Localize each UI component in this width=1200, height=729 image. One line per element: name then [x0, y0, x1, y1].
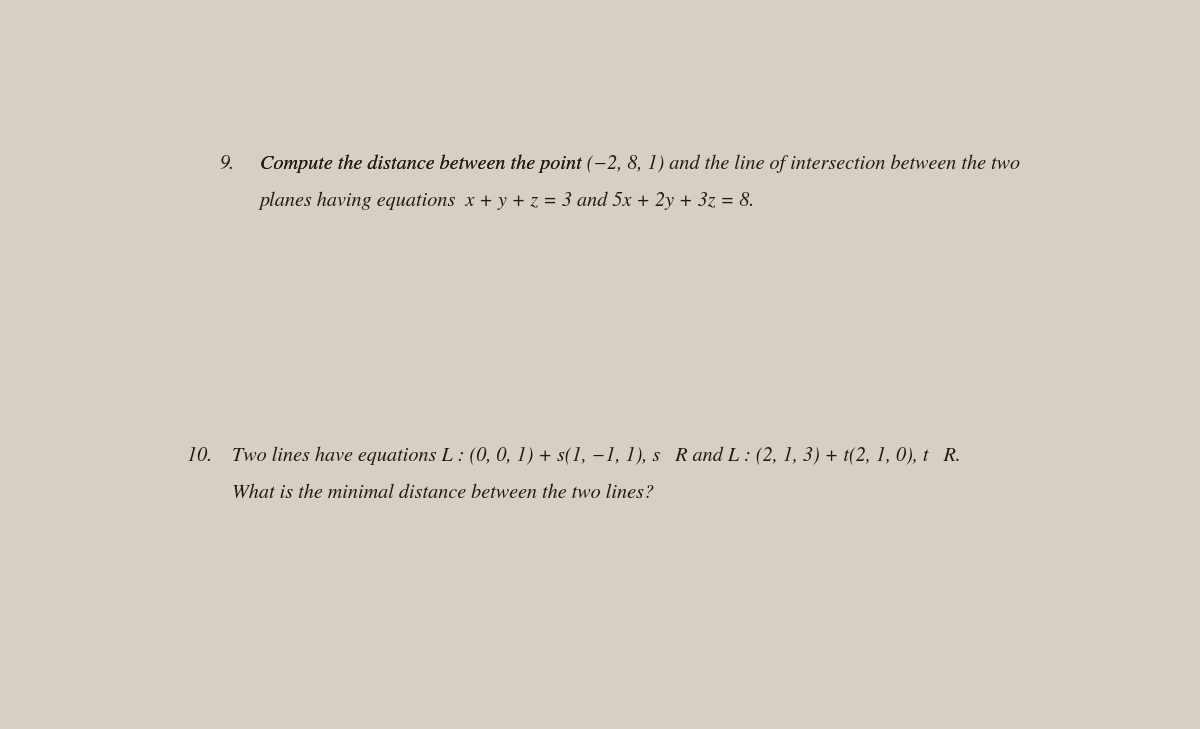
Text: Two lines have equations L₁: (0, 0, 1) + s(1, −1, 1), s ∈ R and L₂: (2, 1, 3) + : Two lines have equations L₁: (0, 0, 1) +… [232, 447, 960, 465]
Text: planes having equations ​x + y + z = 3 and 5x + 2y + 3z = 8.: planes having equations ​x + y + z = 3 a… [259, 191, 755, 210]
Text: Compute the distance between the point − 2, 8, 1   and the line of intersection : Compute the distance between the point −… [259, 155, 1021, 174]
Text: 9.: 9. [220, 155, 235, 174]
Text: Compute the distance between the point (−2, 8, 1) and the line of intersection b: Compute the distance between the point (… [259, 155, 1020, 174]
Text: What is the minimal distance between the two lines?: What is the minimal distance between the… [232, 483, 654, 502]
Text: Compute the distance between the point: Compute the distance between the point [259, 155, 587, 174]
Text: 10.: 10. [187, 447, 212, 465]
